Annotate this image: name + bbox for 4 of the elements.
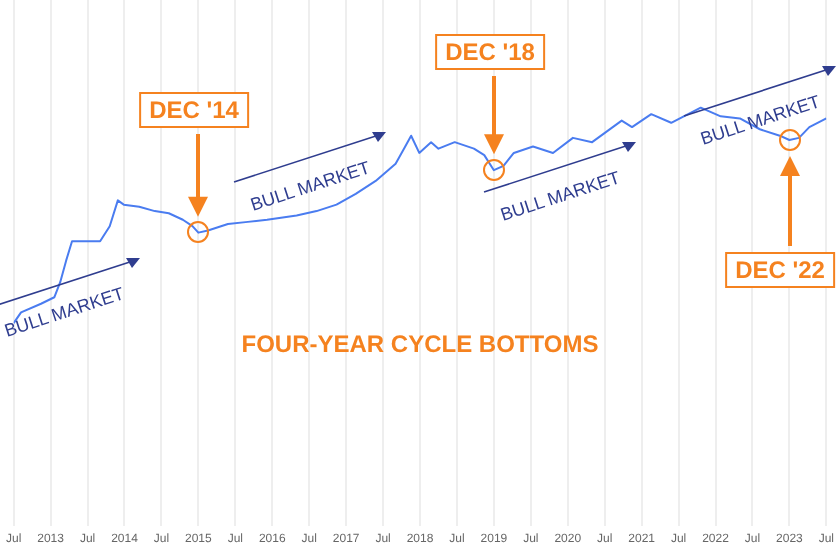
annotation: DEC '14 <box>139 92 249 128</box>
text: DEC '18 <box>435 34 545 70</box>
annotation: DEC '22 <box>725 252 835 288</box>
text: FOUR-YEAR CYCLE BOTTOMS <box>241 330 599 358</box>
